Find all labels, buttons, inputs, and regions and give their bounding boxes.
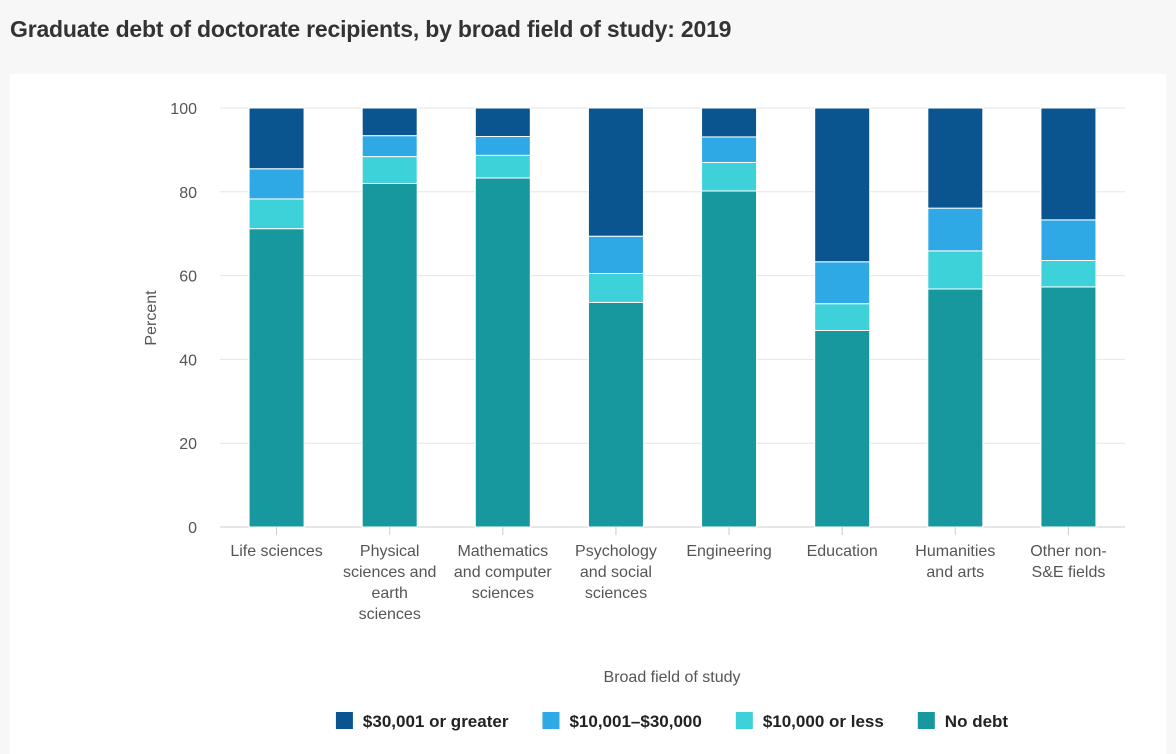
y-axis-ticks: 0 20 40 60 80 100 — [170, 101, 197, 537]
x-tick-label-line: S&E fields — [1032, 564, 1106, 581]
x-axis-title: Broad field of study — [604, 669, 741, 686]
x-tick-label-line: Humanities — [915, 543, 995, 560]
bar-stack — [1040, 107, 1097, 528]
legend-item: $10,000 or less — [735, 712, 884, 731]
bar-segment — [1040, 286, 1097, 528]
legend-label: $10,001–$30,000 — [569, 712, 701, 731]
bar-segment — [474, 177, 531, 528]
y-axis-title: Percent — [143, 290, 160, 346]
x-tick-label-line: Mathematics — [457, 543, 548, 560]
x-axis-ticks: Life sciences Physical sciences and earth sc… — [230, 527, 1107, 623]
bar-segment — [814, 261, 871, 305]
bar-segment — [248, 168, 305, 200]
x-tick-label-line: Engineering — [686, 543, 771, 560]
legend-swatch — [917, 712, 935, 729]
y-tick-label: 100 — [170, 101, 197, 118]
bar-segment — [248, 107, 305, 170]
bar-segment — [701, 161, 758, 192]
x-tick-label-line: earth — [371, 585, 407, 602]
y-tick-label: 0 — [188, 520, 197, 537]
legend-swatch — [542, 712, 560, 729]
x-tick-label-line: and computer — [454, 564, 553, 581]
bar-segment — [814, 303, 871, 331]
bar-segment — [927, 107, 984, 209]
bar-stack — [361, 107, 418, 528]
bar-segment — [587, 301, 644, 528]
bar-segment — [927, 250, 984, 290]
y-tick-label: 40 — [179, 352, 197, 369]
x-tick-label: Education — [807, 543, 878, 560]
bar-segment — [814, 107, 871, 263]
legend-item: No debt — [917, 712, 1009, 731]
legend: $30,001 or greater $10,001–$30,000 $10,000… — [335, 712, 1009, 731]
bar-segment — [927, 288, 984, 528]
x-tick-label-line: Other non- — [1030, 543, 1106, 560]
x-tick-label-line: sciences and — [343, 564, 436, 581]
x-tick-label-line: Life sciences — [230, 543, 323, 560]
bar-stack — [927, 107, 984, 528]
x-tick-label-line: sciences — [585, 585, 647, 602]
legend-item: $30,001 or greater — [335, 712, 509, 731]
y-tick-label: 80 — [179, 185, 197, 202]
bar-segment — [701, 136, 758, 163]
bar-segment — [361, 156, 418, 184]
bars — [248, 107, 1097, 528]
x-tick-label: Humanities and arts — [915, 543, 995, 581]
bar-segment — [248, 228, 305, 528]
legend-label: $10,000 or less — [763, 712, 884, 731]
gridlines — [220, 107, 1125, 528]
x-tick-label-line: Education — [807, 543, 878, 560]
chart-panel: 0 20 40 60 80 100 Life sciences Physical scienc… — [10, 74, 1166, 754]
x-tick-label-line: and arts — [926, 564, 984, 581]
bar-segment — [587, 273, 644, 303]
legend-label: No debt — [945, 712, 1009, 731]
x-tick-label: Engineering — [686, 543, 771, 560]
bar-segment — [701, 107, 758, 138]
stacked-bar-chart: 0 20 40 60 80 100 Life sciences Physical scienc… — [143, 101, 1125, 731]
bar-segment — [361, 135, 418, 158]
bar-segment — [587, 235, 644, 275]
legend-swatch — [335, 712, 353, 729]
legend-label: $30,001 or greater — [363, 712, 509, 731]
bar-segment — [587, 107, 644, 237]
bar-segment — [361, 107, 418, 137]
bar-stack — [701, 107, 758, 528]
bar-stack — [248, 107, 305, 528]
bar-segment — [927, 207, 984, 252]
bar-segment — [474, 154, 531, 179]
x-tick-label: Psychology and social sciences — [575, 543, 657, 602]
x-tick-label-line: sciences — [472, 585, 534, 602]
bar-stack — [587, 107, 644, 528]
bar-segment — [1040, 219, 1097, 262]
x-tick-label-line: Physical — [360, 543, 420, 560]
bar-segment — [701, 190, 758, 528]
x-tick-label-line: Psychology — [575, 543, 657, 560]
x-tick-label: Mathematics and computer sciences — [454, 543, 553, 602]
legend-item: $10,001–$30,000 — [542, 712, 702, 731]
bar-segment — [361, 182, 418, 528]
x-tick-label-line: sciences — [359, 606, 421, 623]
x-tick-label: Physical sciences and earth sciences — [343, 543, 436, 623]
bar-stack — [814, 107, 871, 528]
bar-stack — [474, 107, 531, 528]
x-tick-label-line: and social — [580, 564, 652, 581]
y-tick-label: 60 — [179, 269, 197, 286]
bar-segment — [1040, 107, 1097, 221]
y-tick-label: 20 — [179, 436, 197, 453]
bar-segment — [1040, 260, 1097, 288]
bar-segment — [248, 198, 305, 230]
legend-swatch — [735, 712, 753, 729]
bar-segment — [474, 107, 531, 137]
x-tick-label: Other non- S&E fields — [1030, 543, 1106, 581]
bar-segment — [474, 135, 531, 156]
x-tick-label: Life sciences — [230, 543, 323, 560]
bar-segment — [814, 329, 871, 528]
page-title: Graduate debt of doctorate recipients, b… — [10, 16, 732, 42]
